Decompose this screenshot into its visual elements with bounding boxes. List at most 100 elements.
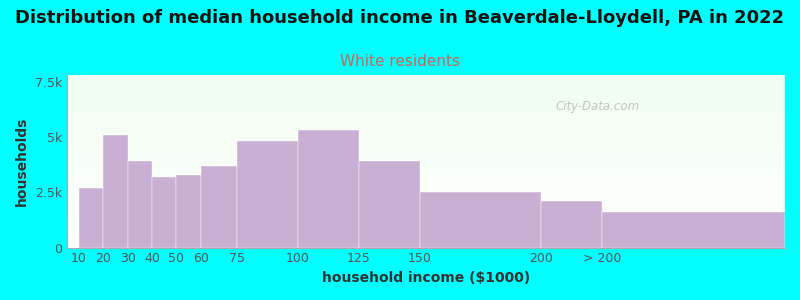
Bar [66, 192, 785, 194]
Bar [66, 85, 785, 87]
Bar [66, 91, 785, 92]
Bar [66, 158, 785, 160]
Bar [66, 220, 785, 222]
Bar [66, 142, 785, 144]
Bar [66, 77, 785, 79]
Bar [66, 217, 785, 218]
Bar [66, 197, 785, 199]
Bar [66, 167, 785, 168]
Bar [237, 141, 298, 247]
Bar [66, 196, 785, 197]
Bar [66, 130, 785, 132]
Bar [602, 212, 785, 248]
Bar [66, 177, 785, 178]
Bar [66, 180, 785, 182]
Bar [66, 182, 785, 184]
Bar [66, 172, 785, 173]
Bar [66, 199, 785, 201]
Bar [66, 101, 785, 103]
Bar [66, 151, 785, 153]
Text: Distribution of median household income in Beaverdale-Lloydell, PA in 2022: Distribution of median household income … [15, 9, 785, 27]
Bar [66, 225, 785, 227]
Bar [66, 234, 785, 236]
Bar [66, 92, 785, 94]
Bar [66, 210, 785, 211]
Bar [66, 206, 785, 208]
Bar [66, 237, 785, 239]
Bar [66, 149, 785, 151]
Bar [66, 134, 785, 135]
Bar [66, 111, 785, 113]
Bar [66, 125, 785, 127]
Bar [66, 185, 785, 187]
Bar [66, 218, 785, 220]
Bar [66, 213, 785, 215]
Bar [66, 98, 785, 99]
Bar [66, 148, 785, 149]
Bar [66, 215, 785, 217]
Bar [66, 82, 785, 84]
Bar [66, 110, 785, 111]
Bar [66, 75, 785, 77]
Bar [66, 146, 785, 148]
Bar [66, 99, 785, 101]
Bar [66, 104, 785, 106]
Bar [66, 224, 785, 225]
Bar [66, 187, 785, 189]
Bar [66, 222, 785, 224]
Bar [103, 135, 127, 248]
Bar [66, 137, 785, 139]
Bar [66, 165, 785, 167]
Bar [66, 178, 785, 180]
Bar [66, 103, 785, 104]
Bar [66, 168, 785, 170]
Bar [66, 241, 785, 242]
Bar [66, 160, 785, 161]
Bar [66, 120, 785, 122]
Bar [79, 188, 103, 248]
Bar [201, 166, 237, 248]
Bar [66, 201, 785, 203]
Bar [176, 175, 201, 248]
Bar [66, 170, 785, 172]
Bar [66, 122, 785, 123]
Bar [66, 84, 785, 85]
Bar [66, 190, 785, 192]
Y-axis label: households: households [15, 117, 29, 206]
Bar [66, 173, 785, 175]
Bar [542, 201, 602, 247]
Bar [66, 246, 785, 247]
Bar [66, 242, 785, 244]
Bar [66, 175, 785, 177]
Bar [66, 230, 785, 232]
Bar [66, 94, 785, 96]
Bar [66, 194, 785, 196]
Text: White residents: White residents [340, 54, 460, 69]
Bar [66, 204, 785, 206]
Bar [66, 232, 785, 234]
Bar [66, 154, 785, 156]
Bar [66, 161, 785, 163]
Bar [66, 123, 785, 125]
Bar [66, 153, 785, 154]
Bar [359, 161, 420, 248]
Bar [66, 141, 785, 142]
Bar [66, 239, 785, 241]
Bar [66, 116, 785, 118]
Bar [66, 163, 785, 165]
Bar [66, 135, 785, 137]
Bar [420, 192, 542, 248]
Bar [66, 244, 785, 246]
Bar [66, 127, 785, 128]
Bar [66, 115, 785, 116]
Bar [66, 79, 785, 80]
Bar [66, 108, 785, 109]
Bar [66, 144, 785, 146]
Bar [66, 203, 785, 204]
Bar [66, 128, 785, 130]
Bar [66, 184, 785, 185]
Text: City-Data.com: City-Data.com [555, 100, 639, 112]
Bar [152, 177, 176, 248]
Bar [66, 208, 785, 210]
Bar [127, 161, 152, 248]
